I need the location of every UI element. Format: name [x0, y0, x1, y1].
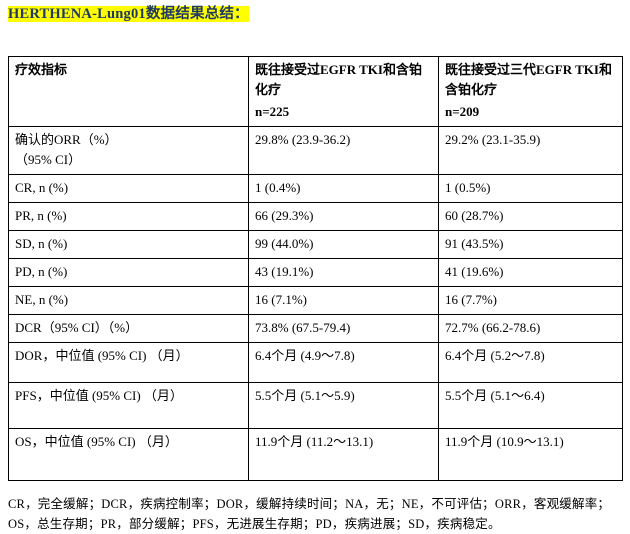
- row-label: PR, n (%): [8, 202, 249, 231]
- row-value-group2: 91 (43.5%): [438, 230, 623, 259]
- table-row-cr: CR, n (%) 1 (0.4%) 1 (0.5%): [8, 174, 623, 203]
- row-label: NE, n (%): [8, 286, 249, 315]
- row-label: 确认的ORR（%） （95% CI）: [8, 126, 249, 175]
- row-label: PFS，中位值 (95% CI) （月）: [8, 382, 249, 429]
- row-value-group2: 41 (19.6%): [438, 258, 623, 287]
- table-row-dor: DOR，中位值 (95% CI) （月） 6.4个月 (4.9～7.8) 6.4…: [8, 342, 623, 383]
- table-row-pfs: PFS，中位值 (95% CI) （月） 5.5个月 (5.1～5.9) 5.5…: [8, 382, 623, 429]
- header-sample-size: n=209: [445, 104, 480, 119]
- table-row-os: OS，中位值 (95% CI) （月） 11.9个月 (11.2～13.1) 1…: [8, 428, 623, 481]
- abbreviations-footnote: CR，完全缓解；DCR，疾病控制率；DOR，缓解持续时间；NA，无；NE，不可评…: [8, 497, 611, 531]
- efficacy-results-table: 疗效指标 既往接受过EGFR TKI和含铂化疗 n=225 既往接受过三代EGF…: [8, 56, 623, 481]
- row-label: OS，中位值 (95% CI) （月）: [8, 428, 249, 481]
- row-value-group2: 60 (28.7%): [438, 202, 623, 231]
- row-label: DCR（95% CI）（%）: [8, 314, 249, 343]
- row-value-group1: 5.5个月 (5.1～5.9): [248, 382, 439, 429]
- row-value-group2: 5.5个月 (5.1～6.4): [438, 382, 623, 429]
- table-body: 确认的ORR（%） （95% CI） 29.8% (23.9-36.2) 29.…: [8, 126, 623, 481]
- header-cell-group2: 既往接受过三代EGFR TKI和含铂化疗 n=209: [438, 56, 623, 127]
- row-value-group1: 43 (19.1%): [248, 258, 439, 287]
- row-label: CR, n (%): [8, 174, 249, 203]
- row-value-group2: 1 (0.5%): [438, 174, 623, 203]
- row-label: SD, n (%): [8, 230, 249, 259]
- title-line: HERTHENA-Lung01数据结果总结：: [8, 5, 622, 24]
- row-value-group1: 99 (44.0%): [248, 230, 439, 259]
- row-value-group2: 29.2% (23.1-35.9): [438, 126, 623, 175]
- row-value-group1: 66 (29.3%): [248, 202, 439, 231]
- row-value-group1: 6.4个月 (4.9～7.8): [248, 342, 439, 383]
- row-label: PD, n (%): [8, 258, 249, 287]
- table-row-sd: SD, n (%) 99 (44.0%) 91 (43.5%): [8, 230, 623, 259]
- table-row-pd: PD, n (%) 43 (19.1%) 41 (19.6%): [8, 258, 623, 287]
- table-row-ne: NE, n (%) 16 (7.1%) 16 (7.7%): [8, 286, 623, 315]
- row-value-group2: 11.9个月 (10.9～13.1): [438, 428, 623, 481]
- row-value-group1: 29.8% (23.9-36.2): [248, 126, 439, 175]
- table-row-pr: PR, n (%) 66 (29.3%) 60 (28.7%): [8, 202, 623, 231]
- header-label: 既往接受过EGFR TKI和含铂化疗: [255, 62, 422, 97]
- row-value-group1: 1 (0.4%): [248, 174, 439, 203]
- row-value-group2: 6.4个月 (5.2～7.8): [438, 342, 623, 383]
- row-value-group2: 16 (7.7%): [438, 286, 623, 315]
- document-title: HERTHENA-Lung01数据结果总结：: [8, 6, 249, 22]
- row-value-group1: 73.8% (67.5-79.4): [248, 314, 439, 343]
- header-label: 既往接受过三代EGFR TKI和含铂化疗: [445, 62, 612, 97]
- header-cell-metric: 疗效指标: [8, 56, 249, 127]
- table-row-dcr: DCR（95% CI）（%） 73.8% (67.5-79.4) 72.7% (…: [8, 314, 623, 343]
- header-sample-size: n=225: [255, 104, 290, 119]
- header-label: 疗效指标: [15, 62, 68, 77]
- row-value-group1: 16 (7.1%): [248, 286, 439, 315]
- header-cell-group1: 既往接受过EGFR TKI和含铂化疗 n=225: [248, 56, 439, 127]
- table-row-orr: 确认的ORR（%） （95% CI） 29.8% (23.9-36.2) 29.…: [8, 126, 623, 175]
- row-value-group1: 11.9个月 (11.2～13.1): [248, 428, 439, 481]
- row-label: DOR，中位值 (95% CI) （月）: [8, 342, 249, 383]
- row-value-group2: 72.7% (66.2-78.6): [438, 314, 623, 343]
- table-header-row: 疗效指标 既往接受过EGFR TKI和含铂化疗 n=225 既往接受过三代EGF…: [8, 56, 623, 127]
